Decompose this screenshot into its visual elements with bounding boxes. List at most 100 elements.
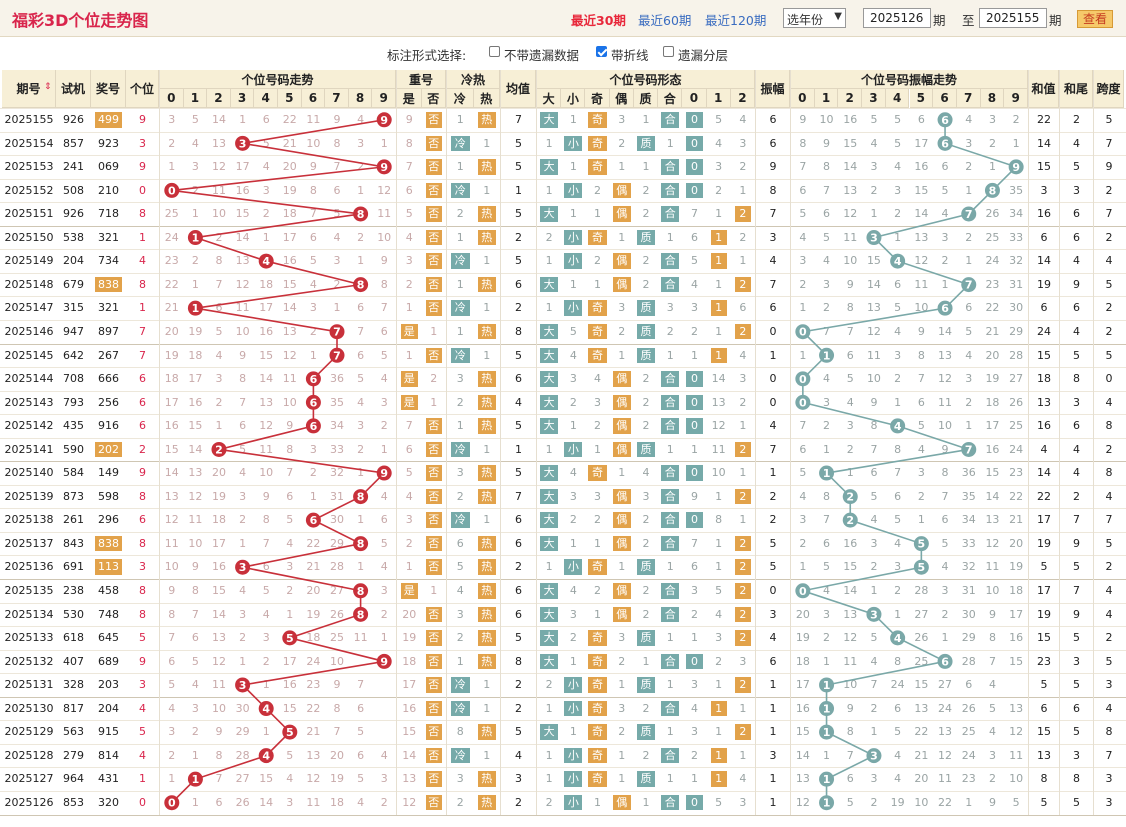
sort-icon[interactable]: ⇕ [44, 82, 52, 92]
checkbox-no-miss[interactable] [489, 46, 500, 57]
hotcold-tag: 热 [477, 159, 496, 175]
issue-cell: 2025151 [4, 207, 54, 221]
amp-trend-ball [937, 300, 953, 316]
amp-miss: 2 [870, 701, 878, 715]
range-30-link[interactable]: 最近30期 [571, 13, 626, 28]
amp-miss: 1 [823, 654, 831, 668]
miss-cell: 2 [357, 160, 365, 174]
miss-cell: 8 [168, 607, 176, 621]
miss-cell: 16 [188, 395, 203, 409]
amp-miss: 31 [961, 584, 976, 597]
repeat-miss: 2 [430, 372, 438, 386]
miss-cell: 2 [239, 513, 247, 527]
avg-cell: 8 [515, 324, 522, 338]
shape-miss: 1 [618, 772, 626, 786]
sum-cell: 19 [1037, 607, 1051, 621]
hotcold-miss: 1 [483, 136, 491, 150]
amp-miss: 27 [914, 607, 929, 621]
miss-cell: 19 [306, 607, 321, 621]
trial-cell: 817 [63, 701, 84, 715]
remainder-miss: 3 [739, 795, 747, 809]
row-divider [0, 626, 1126, 628]
repeat-miss: 7 [405, 419, 413, 433]
year-select[interactable]: 选年份 ▼ [783, 8, 846, 28]
hotcold-tag: 热 [477, 535, 496, 552]
amp-trend-ball [819, 347, 835, 363]
issue-cell: 2025131 [4, 678, 54, 692]
amp-miss: 24 [985, 254, 1000, 268]
miss-cell: 4 [333, 230, 341, 244]
shape-tag: 偶 [612, 794, 631, 811]
prize-cell: 734 [98, 254, 119, 268]
miss-cell: 12 [211, 160, 226, 174]
shape-tag: 大 [540, 512, 559, 528]
trial-cell: 530 [63, 607, 84, 621]
shape-miss: 3 [569, 607, 577, 621]
to-issue-input[interactable]: 2025155 [979, 8, 1047, 28]
miss-cell: 1 [357, 513, 365, 527]
shape-tag: 偶 [612, 394, 631, 411]
miss-cell: 20 [211, 466, 226, 480]
remainder-miss: 2 [739, 395, 747, 409]
miss-cell: 2 [357, 442, 365, 456]
units-trend-ball [353, 489, 369, 505]
miss-cell: 12 [259, 419, 274, 433]
units-trend-ball-label: 5 [286, 726, 294, 739]
shape-miss: 4 [569, 466, 577, 480]
units-cell: 1 [139, 772, 146, 786]
amp-miss: 14 [843, 584, 858, 597]
avg-cell: 1 [515, 183, 522, 197]
hotcold-tag: 热 [477, 606, 496, 623]
from-issue-input[interactable]: 2025126 [863, 8, 931, 28]
sum-cell: 13 [1037, 395, 1051, 409]
units-trend-ball [353, 606, 369, 622]
miss-cell: 9 [191, 560, 199, 574]
miss-cell: 1 [380, 442, 388, 456]
repeat-tag: 否 [425, 182, 442, 199]
tail-cell: 3 [1073, 395, 1080, 409]
miss-cell: 13 [306, 748, 321, 762]
repeat-tag: 否 [425, 441, 442, 458]
sum-cell: 18 [1037, 372, 1051, 386]
checkbox-with-line[interactable] [596, 46, 607, 57]
range-120-link[interactable]: 最近120期 [705, 13, 767, 28]
miss-cell: 6 [357, 748, 365, 762]
repeat-tag: 否 [425, 512, 442, 528]
amp-miss: 20 [914, 772, 929, 786]
miss-cell: 30 [235, 701, 250, 715]
query-button[interactable]: 查看 [1077, 10, 1113, 28]
amp-trend-ball [866, 748, 882, 764]
span-cell: 5 [1105, 654, 1113, 668]
issue-cell: 2025132 [4, 654, 54, 668]
amp-miss: 9 [799, 113, 807, 126]
tail-cell: 5 [1073, 560, 1080, 574]
miss-cell: 9 [333, 113, 341, 126]
header-issue[interactable]: 期号 [2, 70, 56, 108]
amp-cell: 7 [769, 207, 777, 221]
amp-trend-ball [819, 701, 835, 717]
hotcold-tag: 热 [477, 206, 496, 222]
amp-miss: 2 [965, 395, 973, 409]
subheader-shape-0: 大 [537, 89, 562, 108]
miss-cell: 5 [191, 654, 199, 668]
checkbox-miss-layer[interactable] [663, 46, 674, 57]
miss-cell: 3 [286, 795, 294, 809]
amp-miss: 1 [965, 183, 973, 197]
tail-cell: 4 [1073, 466, 1080, 480]
range-60-link[interactable]: 最近60期 [638, 13, 692, 28]
span-cell: 2 [1105, 324, 1113, 338]
amp-miss: 6 [823, 207, 831, 221]
miss-cell: 2 [191, 254, 199, 268]
amp-miss: 3 [870, 160, 878, 174]
miss-cell: 8 [380, 277, 388, 291]
shape-miss: 1 [666, 772, 674, 786]
units-cell: 9 [139, 654, 146, 668]
issue-cell: 2025141 [4, 442, 54, 456]
shape-miss: 1 [569, 160, 577, 174]
row-divider [0, 343, 1126, 345]
tail-cell: 4 [1073, 324, 1080, 338]
shape-tag: 质 [636, 630, 656, 646]
miss-cell: 8 [333, 136, 341, 150]
amp-miss: 13 [866, 301, 881, 315]
amp-miss: 20 [1009, 536, 1024, 550]
